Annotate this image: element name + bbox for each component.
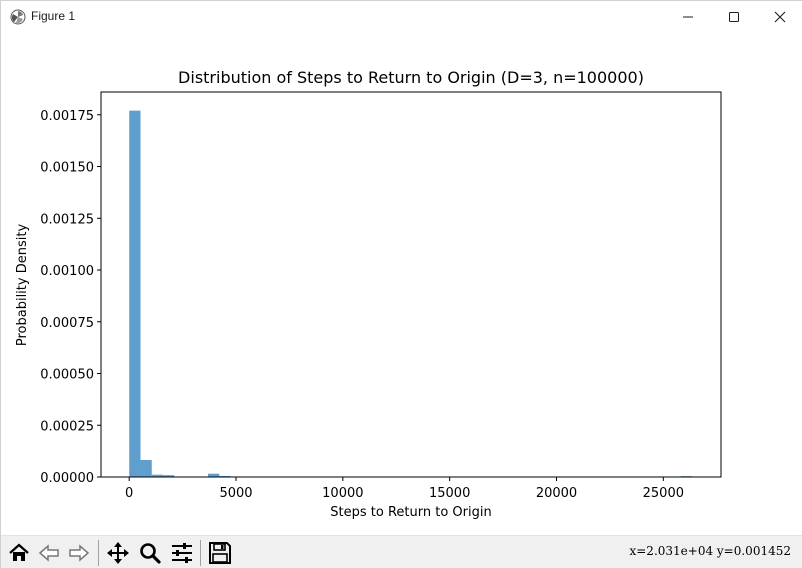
title-bar[interactable]: Figure 1 — [1, 1, 802, 32]
y-tick-label: 0.00050 — [40, 368, 94, 383]
histogram-bar — [219, 475, 231, 477]
configure-subplots-icon — [172, 543, 192, 563]
forward-button[interactable] — [64, 538, 94, 568]
axes-frame — [100, 91, 722, 478]
histogram-bar — [140, 460, 152, 477]
chart-title: Distribution of Steps to Return to Origi… — [178, 68, 644, 87]
maximize-button[interactable] — [711, 1, 757, 32]
matplotlib-logo-icon — [10, 9, 26, 25]
y-tick-label: 0.00025 — [40, 419, 94, 434]
close-button[interactable] — [757, 1, 802, 32]
x-tick-label: 10000 — [322, 486, 363, 501]
minimize-button[interactable] — [665, 1, 711, 32]
x-tick-label: 0 — [125, 486, 133, 501]
cursor-coordinates: x=2.031e+04 y=0.001452 — [629, 544, 791, 558]
pan-icon — [107, 542, 129, 564]
home-button[interactable] — [4, 538, 34, 568]
histogram-bar — [208, 473, 220, 477]
forward-arrow-icon — [69, 544, 90, 562]
zoom-button[interactable] — [135, 538, 165, 568]
back-arrow-icon — [38, 544, 59, 562]
maximize-icon — [729, 11, 739, 22]
toolbar-separator — [98, 540, 99, 566]
home-icon — [9, 543, 29, 561]
histogram-chart: 0 5000 10000 15000 20000 25000 0.00000 0.00025… — [15, 68, 722, 520]
x-tick-label: 25000 — [643, 486, 684, 501]
navigation-toolbar: x=2.031e+04 y=0.001452 — [1, 535, 802, 568]
histogram-bar — [129, 110, 141, 478]
save-button[interactable] — [205, 538, 235, 568]
figure-canvas[interactable]: 0 5000 10000 15000 20000 25000 0.00000 0.00025… — [1, 32, 802, 535]
close-icon — [774, 11, 786, 22]
y-tick-label: 0.00075 — [40, 316, 94, 331]
y-tick-label: 0.00100 — [40, 264, 94, 279]
save-icon — [209, 542, 231, 564]
toolbar-separator — [200, 540, 201, 566]
x-axis-label: Steps to Return to Origin — [330, 505, 491, 520]
y-tick-label: 0.00000 — [40, 471, 94, 486]
y-axis-label: Probability Density — [15, 224, 30, 347]
histogram-bar — [151, 474, 164, 477]
pan-button[interactable] — [103, 538, 133, 568]
y-tick-label: 0.00175 — [40, 109, 94, 124]
histogram-bar — [163, 475, 175, 477]
x-tick-label: 20000 — [536, 486, 577, 501]
x-tick-label: 15000 — [429, 486, 470, 501]
zoom-icon — [140, 543, 161, 564]
window-title: Figure 1 — [31, 9, 76, 23]
back-button[interactable] — [34, 538, 64, 568]
x-tick-label: 5000 — [219, 486, 252, 501]
y-tick-label: 0.00125 — [40, 212, 94, 227]
minimize-icon — [683, 16, 693, 17]
configure-subplots-button[interactable] — [167, 538, 197, 568]
y-tick-label: 0.00150 — [40, 161, 94, 176]
